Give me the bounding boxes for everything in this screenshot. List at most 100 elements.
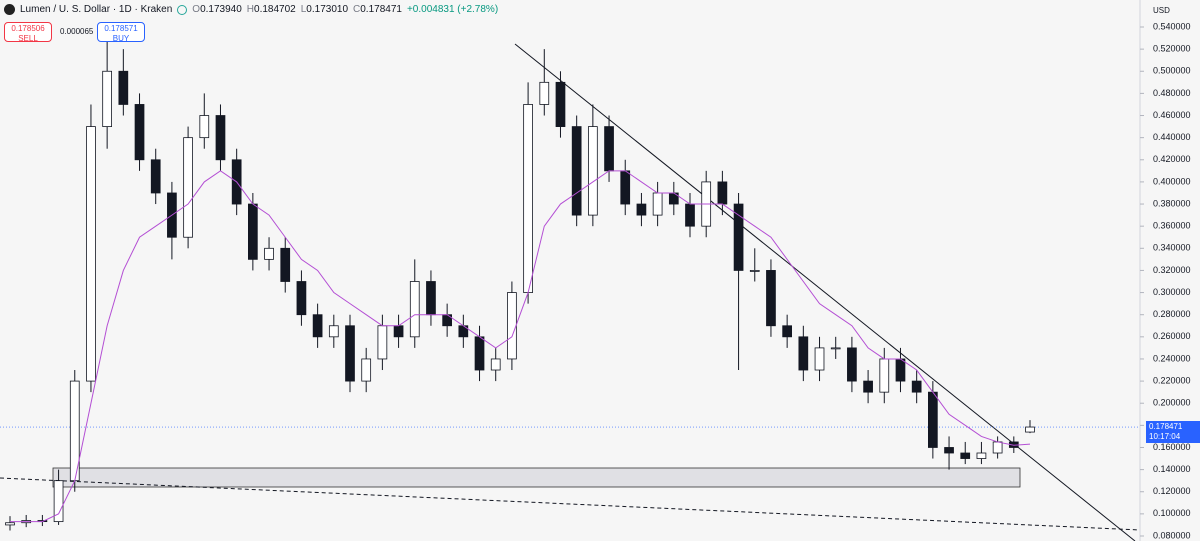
y-tick-label: 0.320000 [1153,265,1191,275]
candle-body [328,325,339,338]
symbol-header: Lumen / U. S. Dollar · 1D · Kraken O0.17… [4,4,498,15]
y-tick-label: 0.300000 [1153,287,1191,297]
candle-body [1025,426,1035,433]
candle-body [911,380,922,393]
buy-button[interactable]: 0.178571 BUY [97,22,145,43]
symbol-title: Lumen / U. S. Dollar · 1D · Kraken [20,4,173,15]
candle-body [248,203,258,260]
candle-body [863,380,873,393]
candle-body [377,325,388,360]
candle-body [798,336,809,371]
sell-button[interactable]: 0.178506 SELL [4,22,52,43]
trend-line [514,43,1136,541]
sell-price: 0.178506 [11,24,45,33]
ohlc-key: H [246,4,255,15]
y-tick-label: 0.220000 [1153,375,1191,385]
candle-body [588,126,598,216]
y-tick-label: 0.480000 [1153,88,1191,98]
countdown: 10:17:04 [1149,432,1181,441]
candle-body [717,181,728,205]
ohlc-open: O0.173940 [192,4,242,15]
ohlc-key: C [353,4,361,15]
candle-body [895,358,906,382]
spread: 0.000065 [60,27,94,36]
candle-body [976,452,987,459]
y-tick-label: 0.120000 [1153,486,1191,496]
y-tick-label: 0.080000 [1153,530,1191,540]
candle-body [474,336,485,371]
candle-body [539,81,550,105]
candle-body [992,441,1003,454]
candle-body [361,358,372,382]
candle-body [652,192,663,216]
candle-body [571,126,582,216]
ohlc-key: L [300,4,307,15]
candle-body [53,480,64,523]
status-dot [177,4,188,15]
moving-average [10,170,1031,523]
sell-label: SELL [18,34,38,43]
candle-body [183,137,193,238]
candle-body [215,115,226,161]
candle-body [426,281,436,316]
y-tick-label: 0.140000 [1153,464,1191,474]
y-tick-label: 0.520000 [1153,44,1191,54]
y-tick-label: 0.100000 [1153,508,1191,518]
candle-body [264,247,274,260]
y-tick-label: 0.260000 [1153,331,1191,341]
candle-body [134,104,145,161]
y-tick-label: 0.200000 [1153,398,1191,408]
dashed-trend-line [0,477,1141,531]
candle-body [749,270,760,272]
candle-body [507,292,517,360]
candle-body [150,159,161,194]
ohlc-low: L0.173010 [301,4,348,15]
ohlc-high: H0.184702 [247,4,296,15]
price-label-value: 0.178471 [1149,422,1183,431]
candle-body [830,347,841,350]
y-tick-label: 0.500000 [1153,66,1191,76]
y-tick-label: 0.420000 [1153,154,1191,164]
ohlc-value: 0.184702 [254,4,296,15]
y-tick-label: 0.440000 [1153,132,1191,142]
candle-body [199,115,210,139]
candle-body [118,70,129,105]
ohlc-value: 0.178471 [360,4,402,15]
change: +0.004831 (+2.78%) [406,4,499,15]
candle-body [5,522,15,526]
candle-body [86,126,96,382]
ohlc-close: C0.178471 [353,4,402,15]
y-tick-label: 0.540000 [1153,21,1191,31]
symbol-logo [4,4,15,15]
candle-body [523,104,533,293]
candle-body [928,391,938,448]
candle-body [847,347,857,382]
y-tick-label: 0.360000 [1153,221,1191,231]
candle-body [960,452,971,459]
y-tick-label: 0.400000 [1153,176,1191,186]
y-tick-label: 0.380000 [1153,198,1191,208]
candle-body [490,358,501,371]
candle-body [879,358,890,393]
candle-body [345,325,355,382]
candle-body [555,81,566,127]
candle-body [604,126,614,172]
candle-body [733,203,744,271]
candle-body [409,281,420,338]
y-tick-label: 0.460000 [1153,110,1191,120]
y-tick-label: 0.340000 [1153,243,1191,253]
candle-body [280,247,291,282]
candle-body [393,325,404,338]
ohlc-value: 0.173940 [200,4,242,15]
currency: USD [1153,6,1170,15]
candle-body [782,325,792,338]
buy-price: 0.178571 [104,24,138,33]
candle-body [620,170,631,205]
candle-body [766,270,776,327]
candle-body [102,70,112,127]
support-zone [52,467,1021,488]
candle-body [685,203,695,227]
candle-body [944,447,954,454]
